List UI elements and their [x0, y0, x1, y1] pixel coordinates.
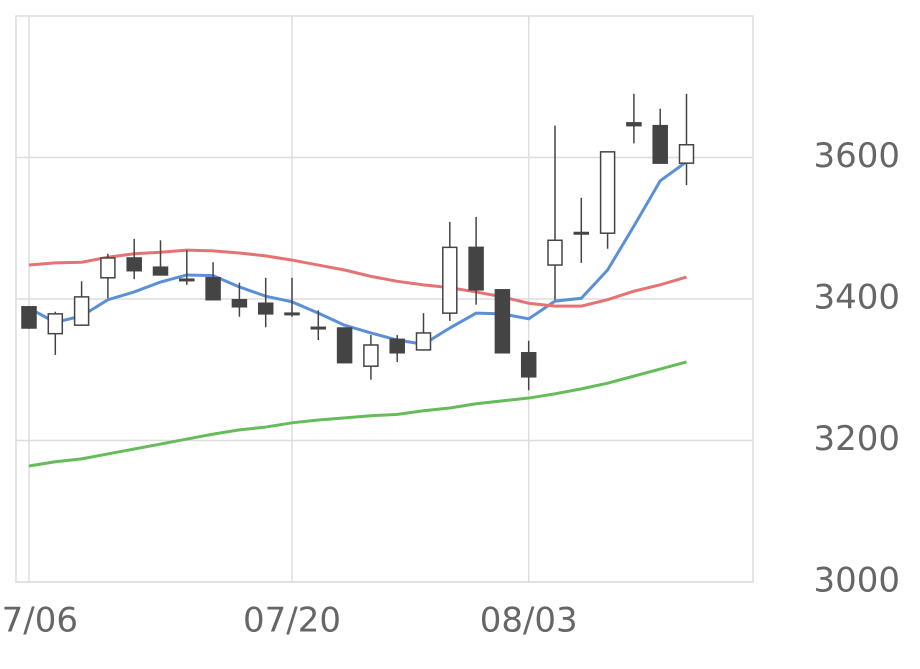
candle-body [21, 306, 37, 329]
candle-body [652, 124, 668, 164]
candle-body [47, 313, 64, 335]
y-tick-label: 3200 [813, 419, 900, 459]
candle-body [415, 332, 432, 351]
candle-body [599, 151, 616, 234]
candle-body [363, 344, 379, 367]
candle-body [152, 266, 169, 276]
y-tick-label: 3000 [813, 561, 900, 601]
candle-body [205, 277, 221, 301]
moving-average-line [28, 160, 688, 346]
candle-body [100, 257, 116, 279]
candle-body [284, 312, 300, 316]
candle-body [179, 278, 195, 282]
candle-body [310, 326, 327, 330]
moving-average-line [28, 248, 687, 308]
y-tick-label: 3400 [813, 278, 900, 318]
candle-body [257, 302, 274, 315]
candle-body [626, 122, 642, 127]
candle-body [494, 289, 511, 354]
candle-body [520, 352, 537, 378]
candle-body [573, 231, 590, 235]
candle-body [73, 296, 90, 326]
moving-average-line [28, 360, 687, 468]
x-tick-label: 08/03 [480, 601, 578, 641]
candle-body [678, 144, 695, 164]
candle-body [126, 257, 142, 272]
candle-body [389, 338, 405, 354]
candle-body [336, 327, 353, 364]
candle-body [468, 246, 484, 291]
y-tick-label: 3600 [813, 136, 900, 176]
candle-body [442, 246, 458, 314]
candle-body [547, 239, 563, 266]
x-tick-label: 07/20 [243, 601, 341, 641]
x-tick-label: 07/06 [0, 601, 78, 641]
candle-body [231, 298, 248, 308]
